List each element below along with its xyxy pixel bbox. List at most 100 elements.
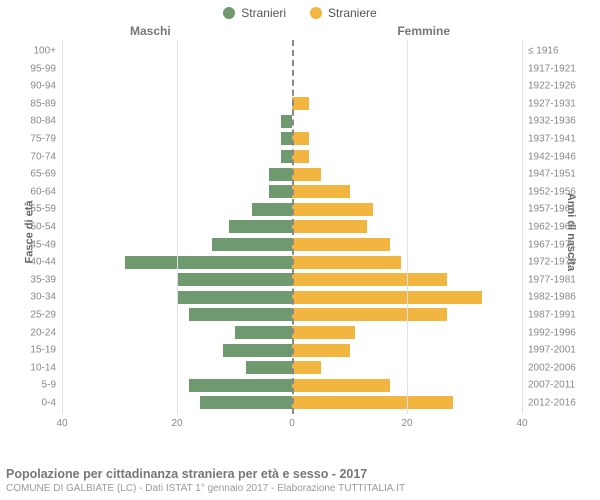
age-label: 100+ (33, 46, 62, 57)
chart-title: Popolazione per cittadinanza straniera p… (6, 467, 594, 481)
age-label: 70-74 (30, 151, 62, 162)
chart-subtitle: COMUNE DI GALBIATE (LC) - Dati ISTAT 1° … (6, 483, 594, 494)
age-label: 90-94 (30, 81, 62, 92)
year-label: 1937-1941 (522, 133, 576, 144)
bar-male (200, 396, 292, 409)
side-title-female: Femmine (397, 24, 450, 38)
bar-male (281, 132, 293, 145)
bar-female (292, 379, 390, 392)
age-label: 80-84 (30, 116, 62, 127)
bar-female (292, 256, 401, 269)
bar-female (292, 361, 321, 374)
x-axis-ticks: 402002040 (62, 418, 522, 432)
year-label: 1922-1926 (522, 81, 576, 92)
age-label: 85-89 (30, 98, 62, 109)
year-label: 1952-1956 (522, 186, 576, 197)
bar-male (281, 115, 293, 128)
pyramid-chart: Maschi Femmine Fasce di età Anni di nasc… (0, 22, 600, 442)
legend-item-female: Straniere (310, 6, 377, 20)
bar-male (246, 361, 292, 374)
year-label: 1927-1931 (522, 98, 576, 109)
bar-female (292, 273, 447, 286)
bar-male (189, 379, 293, 392)
axis-zero-line (292, 40, 294, 414)
swatch-male (223, 7, 235, 19)
side-title-male: Maschi (130, 24, 171, 38)
bar-female (292, 308, 447, 321)
gridline (177, 40, 178, 414)
year-label: 1947-1951 (522, 169, 576, 180)
year-label: 1987-1991 (522, 309, 576, 320)
plot-area: 100+≤ 191695-991917-192190-941922-192685… (62, 40, 522, 414)
year-label: 2007-2011 (522, 380, 575, 391)
age-label: 50-54 (30, 221, 62, 232)
bar-male (269, 185, 292, 198)
age-label: 25-29 (30, 309, 62, 320)
age-label: 95-99 (30, 63, 62, 74)
bar-male (235, 326, 293, 339)
legend-item-male: Stranieri (223, 6, 286, 20)
bar-male (212, 238, 293, 251)
bar-female (292, 344, 350, 357)
bar-female (292, 396, 453, 409)
year-label: 1962-1966 (522, 221, 576, 232)
age-label: 35-39 (30, 274, 62, 285)
x-tick: 20 (401, 418, 412, 429)
bar-female (292, 291, 482, 304)
year-label: 1967-1971 (522, 239, 576, 250)
gridline (62, 40, 63, 414)
age-label: 20-24 (30, 327, 62, 338)
year-label: 1942-1946 (522, 151, 576, 162)
age-label: 60-64 (30, 186, 62, 197)
bar-male (223, 344, 292, 357)
bar-female (292, 220, 367, 233)
legend: Stranieri Straniere (0, 0, 600, 22)
bar-female (292, 150, 309, 163)
gridline (407, 40, 408, 414)
year-label: 1957-1961 (522, 204, 576, 215)
bar-male (189, 308, 293, 321)
swatch-female (310, 7, 322, 19)
age-label: 55-59 (30, 204, 62, 215)
bar-female (292, 168, 321, 181)
x-tick: 40 (56, 418, 67, 429)
year-label: ≤ 1916 (522, 46, 559, 57)
age-label: 10-14 (30, 362, 62, 373)
bar-female (292, 97, 309, 110)
year-label: 2012-2016 (522, 397, 576, 408)
age-label: 40-44 (30, 257, 62, 268)
year-label: 1992-1996 (522, 327, 576, 338)
bar-male (269, 168, 292, 181)
bar-female (292, 132, 309, 145)
bar-male (229, 220, 292, 233)
bar-female (292, 203, 373, 216)
bar-male (281, 150, 293, 163)
year-label: 1932-1936 (522, 116, 576, 127)
age-label: 0-4 (42, 397, 62, 408)
x-tick: 0 (289, 418, 295, 429)
bar-female (292, 238, 390, 251)
bar-male (125, 256, 292, 269)
legend-label-female: Straniere (328, 6, 377, 20)
x-tick: 20 (171, 418, 182, 429)
year-label: 1982-1986 (522, 292, 576, 303)
bar-male (177, 291, 292, 304)
age-label: 65-69 (30, 169, 62, 180)
year-label: 1917-1921 (522, 63, 576, 74)
year-label: 1977-1981 (522, 274, 576, 285)
gridline (522, 40, 523, 414)
year-label: 1997-2001 (522, 345, 576, 356)
age-label: 75-79 (30, 133, 62, 144)
chart-footer: Popolazione per cittadinanza straniera p… (6, 467, 594, 494)
year-label: 1972-1976 (522, 257, 576, 268)
x-tick: 40 (516, 418, 527, 429)
legend-label-male: Stranieri (241, 6, 286, 20)
age-label: 5-9 (42, 380, 62, 391)
year-label: 2002-2006 (522, 362, 576, 373)
bar-female (292, 326, 355, 339)
age-label: 30-34 (30, 292, 62, 303)
age-label: 15-19 (30, 345, 62, 356)
bar-female (292, 185, 350, 198)
bar-male (177, 273, 292, 286)
bar-male (252, 203, 292, 216)
